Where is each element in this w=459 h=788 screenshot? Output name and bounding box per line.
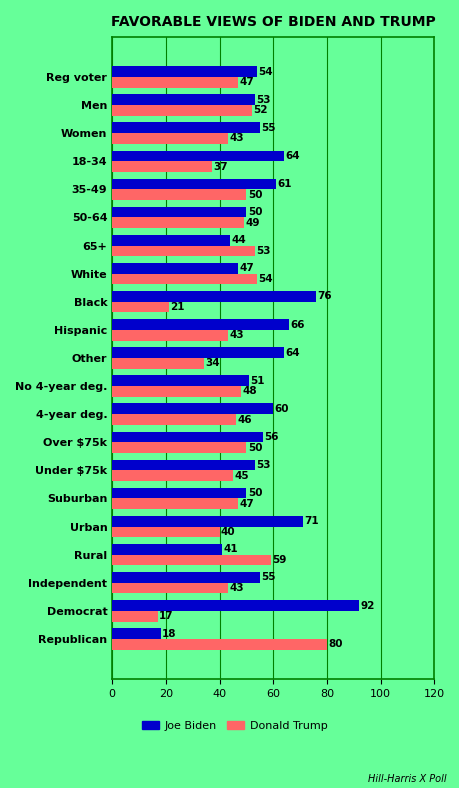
Text: 18: 18: [162, 629, 176, 638]
Bar: [112, 432, 262, 442]
Bar: [112, 217, 243, 229]
Text: 66: 66: [290, 319, 305, 329]
Text: 61: 61: [277, 179, 291, 189]
Text: 34: 34: [204, 359, 219, 368]
Text: Hill-Harris X Poll: Hill-Harris X Poll: [367, 774, 445, 784]
Text: 40: 40: [220, 527, 235, 537]
Text: 54: 54: [258, 67, 273, 76]
Bar: [112, 572, 259, 583]
Bar: [112, 189, 246, 200]
Bar: [112, 263, 238, 273]
Text: 56: 56: [263, 432, 278, 442]
Text: 50: 50: [247, 443, 262, 452]
Bar: [112, 611, 157, 622]
Bar: [112, 162, 211, 172]
Text: 53: 53: [255, 460, 270, 470]
Bar: [112, 348, 284, 358]
Text: 50: 50: [247, 190, 262, 199]
Text: 43: 43: [229, 583, 243, 593]
Bar: [112, 488, 246, 499]
Bar: [112, 133, 227, 144]
Text: 76: 76: [317, 292, 331, 302]
Bar: [112, 330, 227, 340]
Text: 43: 43: [229, 133, 243, 143]
Bar: [112, 273, 257, 284]
Legend: Joe Biden, Donald Trump: Joe Biden, Donald Trump: [137, 716, 331, 735]
Bar: [112, 206, 246, 217]
Text: 59: 59: [271, 555, 286, 565]
Text: 55: 55: [261, 123, 275, 133]
Text: 53: 53: [255, 246, 270, 256]
Bar: [112, 66, 257, 77]
Text: 47: 47: [239, 499, 254, 509]
Bar: [112, 375, 249, 386]
Text: 48: 48: [242, 386, 257, 396]
Title: FAVORABLE VIEWS OF BIDEN AND TRUMP: FAVORABLE VIEWS OF BIDEN AND TRUMP: [111, 15, 435, 29]
Text: 71: 71: [303, 516, 318, 526]
Text: 80: 80: [328, 639, 342, 649]
Bar: [112, 544, 222, 555]
Text: 52: 52: [252, 106, 267, 115]
Text: 53: 53: [255, 95, 270, 105]
Text: 21: 21: [169, 302, 184, 312]
Bar: [112, 516, 302, 526]
Bar: [112, 499, 238, 509]
Bar: [112, 77, 238, 87]
Text: 64: 64: [285, 348, 299, 358]
Text: 55: 55: [261, 572, 275, 582]
Text: 54: 54: [258, 274, 273, 284]
Text: 60: 60: [274, 403, 289, 414]
Bar: [112, 95, 254, 105]
Bar: [112, 414, 235, 425]
Bar: [112, 403, 273, 414]
Bar: [112, 470, 233, 481]
Text: 64: 64: [285, 151, 299, 161]
Bar: [112, 442, 246, 453]
Bar: [112, 459, 254, 470]
Text: 51: 51: [250, 376, 264, 385]
Bar: [112, 358, 203, 369]
Bar: [112, 555, 270, 565]
Bar: [112, 386, 241, 396]
Bar: [112, 105, 252, 116]
Bar: [112, 583, 227, 593]
Text: 49: 49: [245, 217, 259, 228]
Text: 41: 41: [223, 545, 238, 554]
Text: 47: 47: [239, 263, 254, 273]
Text: 45: 45: [234, 470, 248, 481]
Bar: [112, 319, 289, 330]
Bar: [112, 291, 316, 302]
Bar: [112, 151, 284, 162]
Bar: [112, 628, 160, 639]
Bar: [112, 600, 358, 611]
Bar: [112, 526, 219, 537]
Bar: [112, 246, 254, 256]
Bar: [112, 179, 275, 189]
Text: 50: 50: [247, 488, 262, 498]
Text: 44: 44: [231, 236, 246, 245]
Text: 37: 37: [213, 162, 227, 172]
Bar: [112, 639, 326, 649]
Text: 92: 92: [360, 600, 374, 611]
Text: 43: 43: [229, 330, 243, 340]
Text: 50: 50: [247, 207, 262, 217]
Bar: [112, 122, 259, 133]
Bar: [112, 302, 168, 312]
Bar: [112, 235, 230, 246]
Text: 47: 47: [239, 77, 254, 87]
Text: 46: 46: [236, 414, 251, 425]
Text: 17: 17: [159, 611, 174, 621]
